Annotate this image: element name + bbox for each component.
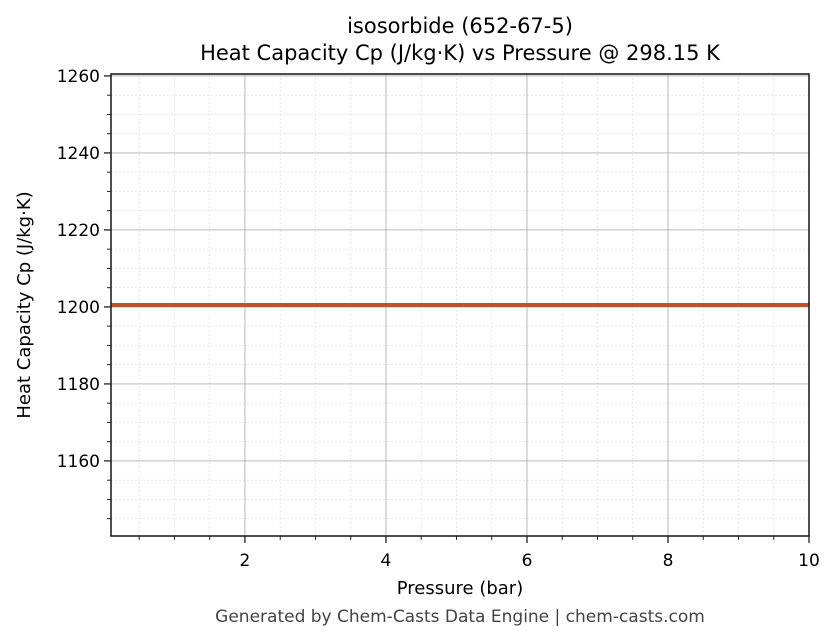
y-tick-label: 1180 bbox=[57, 375, 100, 395]
minor-gridlines bbox=[111, 74, 809, 536]
y-tick-label: 1240 bbox=[57, 144, 100, 164]
y-tick-labels: 1160 1180 1200 1220 1240 1260 bbox=[57, 67, 100, 472]
chart-title-line2: Heat Capacity Cp (J/kg·K) vs Pressure @ … bbox=[200, 41, 720, 65]
y-tick-label: 1220 bbox=[57, 221, 100, 241]
y-axis-label: Heat Capacity Cp (J/kg·K) bbox=[14, 191, 35, 418]
x-tick-label: 6 bbox=[522, 551, 533, 571]
axis-ticks bbox=[104, 75, 810, 543]
x-tick-label: 4 bbox=[381, 551, 392, 571]
y-tick-label: 1200 bbox=[57, 298, 100, 318]
y-tick-label: 1160 bbox=[57, 452, 100, 472]
chart-title-line1: isosorbide (652-67-5) bbox=[347, 14, 573, 38]
plot-frame bbox=[110, 73, 810, 537]
x-axis-label: Pressure (bar) bbox=[397, 578, 523, 599]
x-tick-labels: 2 4 6 8 10 bbox=[240, 551, 820, 571]
y-tick-label: 1260 bbox=[57, 67, 100, 87]
x-tick-label: 10 bbox=[798, 551, 820, 571]
x-tick-label: 8 bbox=[663, 551, 674, 571]
footer-credit: Generated by Chem-Casts Data Engine | ch… bbox=[215, 607, 705, 627]
x-tick-label: 2 bbox=[240, 551, 251, 571]
